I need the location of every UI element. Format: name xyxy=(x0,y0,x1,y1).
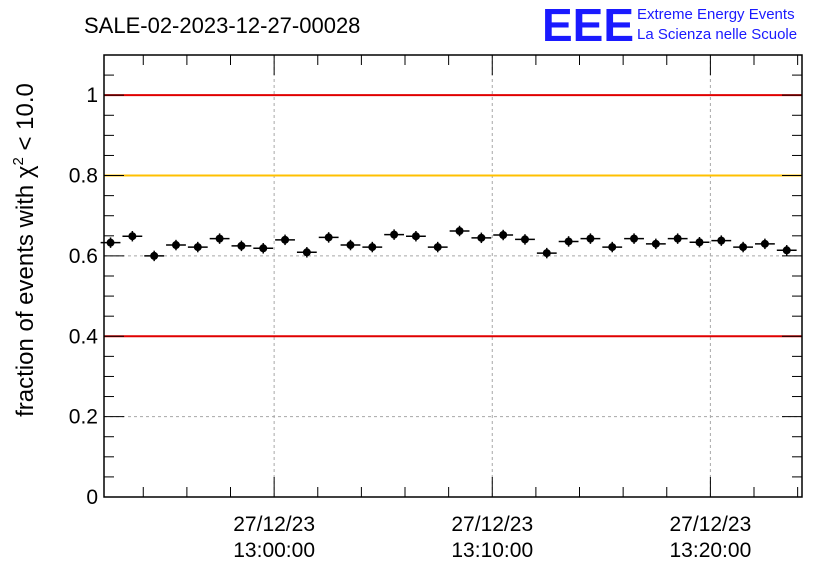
data-point xyxy=(558,236,579,247)
x-tick-label-date: 27/12/23 xyxy=(233,513,315,536)
data-point xyxy=(776,245,797,256)
data-point xyxy=(406,230,426,242)
data-point xyxy=(100,237,121,248)
logo-line1: Extreme Energy Events xyxy=(637,6,795,23)
data-point xyxy=(624,233,644,244)
x-tick-label-time: 13:00:00 xyxy=(233,539,315,562)
data-point xyxy=(667,233,688,244)
x-ticks: 27/12/23 13:00:00 27/12/23 13:10:00 27/12/23… xyxy=(142,55,799,562)
data-point-marker xyxy=(106,238,115,247)
y-tick-label: 0.6 xyxy=(69,245,98,268)
data-point-marker xyxy=(651,239,660,248)
y-axis-label-main: fraction of events with χ xyxy=(12,165,39,417)
y-axis-label: fraction of events with χ2 < 10.0 xyxy=(10,83,39,417)
logo-mark: EEE xyxy=(542,0,634,51)
data-point-marker xyxy=(259,244,268,253)
data-point-marker xyxy=(411,232,420,241)
eee-logo: EEE Extreme Energy Events La Scienza nel… xyxy=(542,0,797,51)
y-tick-label: 0.8 xyxy=(69,165,98,188)
data-point-marker xyxy=(739,243,748,252)
data-point xyxy=(536,247,557,259)
data-point-marker xyxy=(717,236,726,245)
data-point-marker xyxy=(128,232,137,241)
data-point xyxy=(166,239,186,251)
x-tick-label-date: 27/12/23 xyxy=(451,513,533,536)
y-axis-label-sup: 2 xyxy=(10,157,27,165)
data-point xyxy=(209,233,230,244)
data-point-marker xyxy=(237,241,246,250)
data-point-marker xyxy=(368,243,377,252)
chart-title: SALE-02-2023-12-27-00028 xyxy=(84,13,360,38)
data-point xyxy=(602,241,623,253)
data-point xyxy=(187,241,208,253)
y-ticks: 0 0.2 0.4 0.6 0.8 1 xyxy=(69,54,802,509)
data-point xyxy=(318,232,339,243)
data-point xyxy=(384,229,405,240)
data-point-marker xyxy=(302,248,311,257)
data-point xyxy=(340,239,361,251)
logo-line2: La Scienza nelle Scuole xyxy=(637,26,797,43)
y-tick-label: 0.4 xyxy=(69,325,99,348)
x-tick-label-time: 13:20:00 xyxy=(670,539,752,562)
data-point xyxy=(362,241,383,253)
data-point-marker xyxy=(324,233,333,242)
data-point-marker xyxy=(215,234,224,243)
data-point xyxy=(580,233,601,244)
data-point-marker xyxy=(520,235,529,244)
data-point xyxy=(253,243,274,254)
data-point-marker xyxy=(760,239,769,248)
data-point-marker xyxy=(346,241,355,250)
y-axis-label-tail: < 10.0 xyxy=(12,83,39,157)
data-point-marker xyxy=(477,233,486,242)
data-point xyxy=(231,240,252,252)
reference-lines xyxy=(104,94,802,338)
data-point xyxy=(144,250,165,262)
data-point-marker xyxy=(608,243,617,252)
x-tick-label-time: 13:10:00 xyxy=(451,539,533,562)
data-point xyxy=(515,234,535,245)
y-tick-label: 1 xyxy=(86,84,98,107)
x-tick-label-date: 27/12/23 xyxy=(670,513,752,536)
data-point xyxy=(449,225,470,237)
data-point xyxy=(755,238,775,250)
data-point-marker xyxy=(193,243,202,252)
data-point-marker xyxy=(564,237,573,246)
data-point xyxy=(427,241,448,253)
data-point-marker xyxy=(455,226,464,235)
data-point xyxy=(645,238,666,250)
data-point xyxy=(275,234,295,246)
data-point xyxy=(711,235,732,246)
data-point-marker xyxy=(150,251,159,260)
data-point xyxy=(733,241,754,253)
data-point xyxy=(296,247,317,258)
data-point-marker xyxy=(673,234,682,243)
data-point-marker xyxy=(390,230,399,239)
data-point-marker xyxy=(433,243,442,252)
data-point-marker xyxy=(171,241,180,250)
data-point xyxy=(122,230,143,242)
data-point xyxy=(471,232,492,244)
y-tick-label: 0 xyxy=(86,486,98,509)
data-point-marker xyxy=(782,246,791,255)
data-point-marker xyxy=(542,249,551,258)
data-point xyxy=(493,229,514,241)
y-tick-label: 0.2 xyxy=(69,406,98,429)
data-point-marker xyxy=(281,235,290,244)
data-points xyxy=(100,225,797,262)
data-point-marker xyxy=(695,238,704,247)
data-point-marker xyxy=(630,234,639,243)
data-point xyxy=(689,237,710,248)
data-point-marker xyxy=(499,231,508,240)
data-point-marker xyxy=(586,234,595,243)
